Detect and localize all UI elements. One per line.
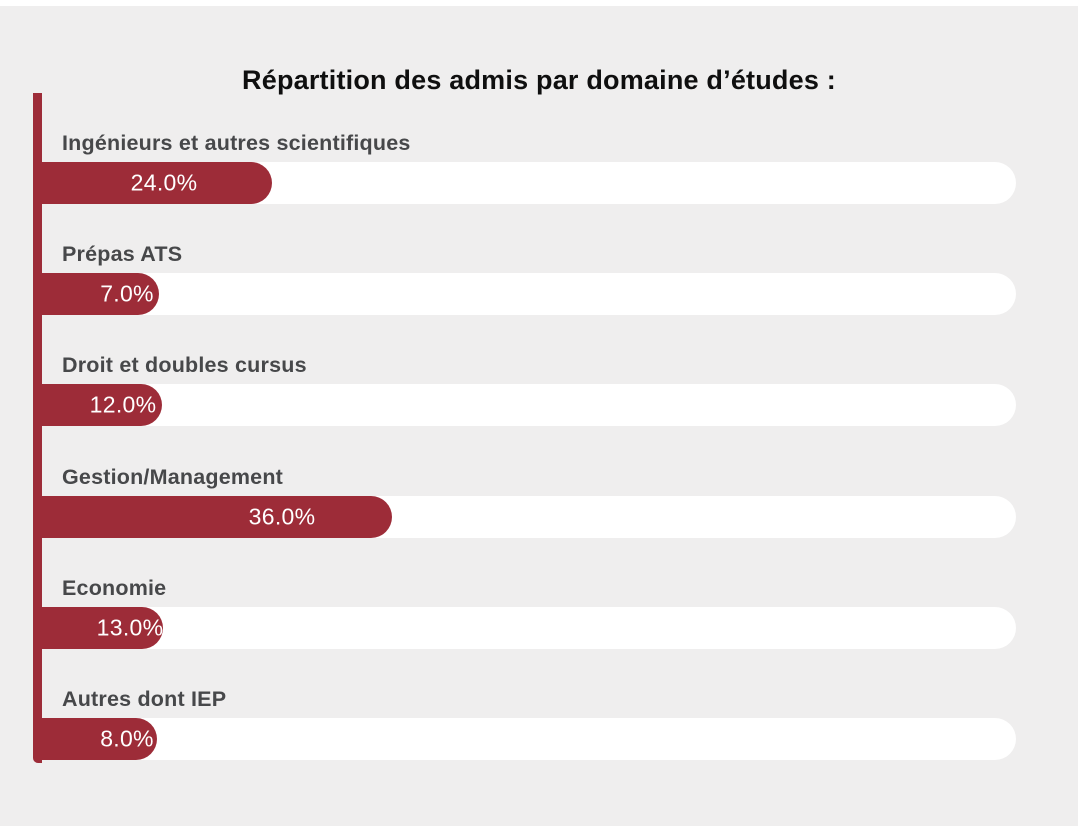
chart-row: Droit et doubles cursus 12.0% (42, 351, 1016, 462)
bar-track: 24.0% (42, 162, 1016, 204)
chart-row: Gestion/Management 36.0% (42, 463, 1016, 574)
bar-fill: 13.0% (42, 606, 164, 649)
bar-fill: 8.0% (42, 717, 157, 760)
bar-track: 7.0% (42, 273, 1016, 316)
chart-row: Ingénieurs et autres scientifiques 24.0% (42, 129, 1016, 240)
chart-rows: Ingénieurs et autres scientifiques 24.0%… (42, 93, 1016, 796)
top-strip (0, 0, 1078, 6)
bar-track: 13.0% (42, 606, 1016, 649)
bar-fill: 24.0% (42, 162, 272, 204)
category-label: Prépas ATS (62, 242, 183, 267)
bar-fill: 12.0% (42, 384, 162, 427)
chart-axis (33, 93, 42, 763)
category-label: Droit et doubles cursus (62, 353, 307, 378)
chart-row: Autres dont IEP 8.0% (42, 685, 1016, 796)
bar-value-label: 13.0% (96, 614, 164, 641)
bar-fill: 36.0% (42, 495, 392, 538)
bar-value-label: 36.0% (248, 503, 316, 530)
chart-row: Economie 13.0% (42, 574, 1016, 685)
bar-value-label: 7.0% (100, 280, 154, 307)
category-label: Economie (62, 575, 167, 600)
category-label: Autres dont IEP (62, 686, 227, 711)
category-label: Ingénieurs et autres scientifiques (62, 131, 411, 155)
chart-row: Prépas ATS 7.0% (42, 240, 1016, 351)
bar-track: 36.0% (42, 495, 1016, 538)
bar-value-label: 8.0% (100, 725, 154, 752)
category-label: Gestion/Management (62, 464, 284, 489)
page-title: Répartition des admis par domaine d’étud… (242, 65, 836, 96)
bar-track: 8.0% (42, 717, 1016, 760)
bar-value-label: 12.0% (89, 391, 157, 418)
bar-fill: 7.0% (42, 273, 159, 316)
bar-value-label: 24.0% (130, 169, 198, 196)
bar-track: 12.0% (42, 384, 1016, 427)
